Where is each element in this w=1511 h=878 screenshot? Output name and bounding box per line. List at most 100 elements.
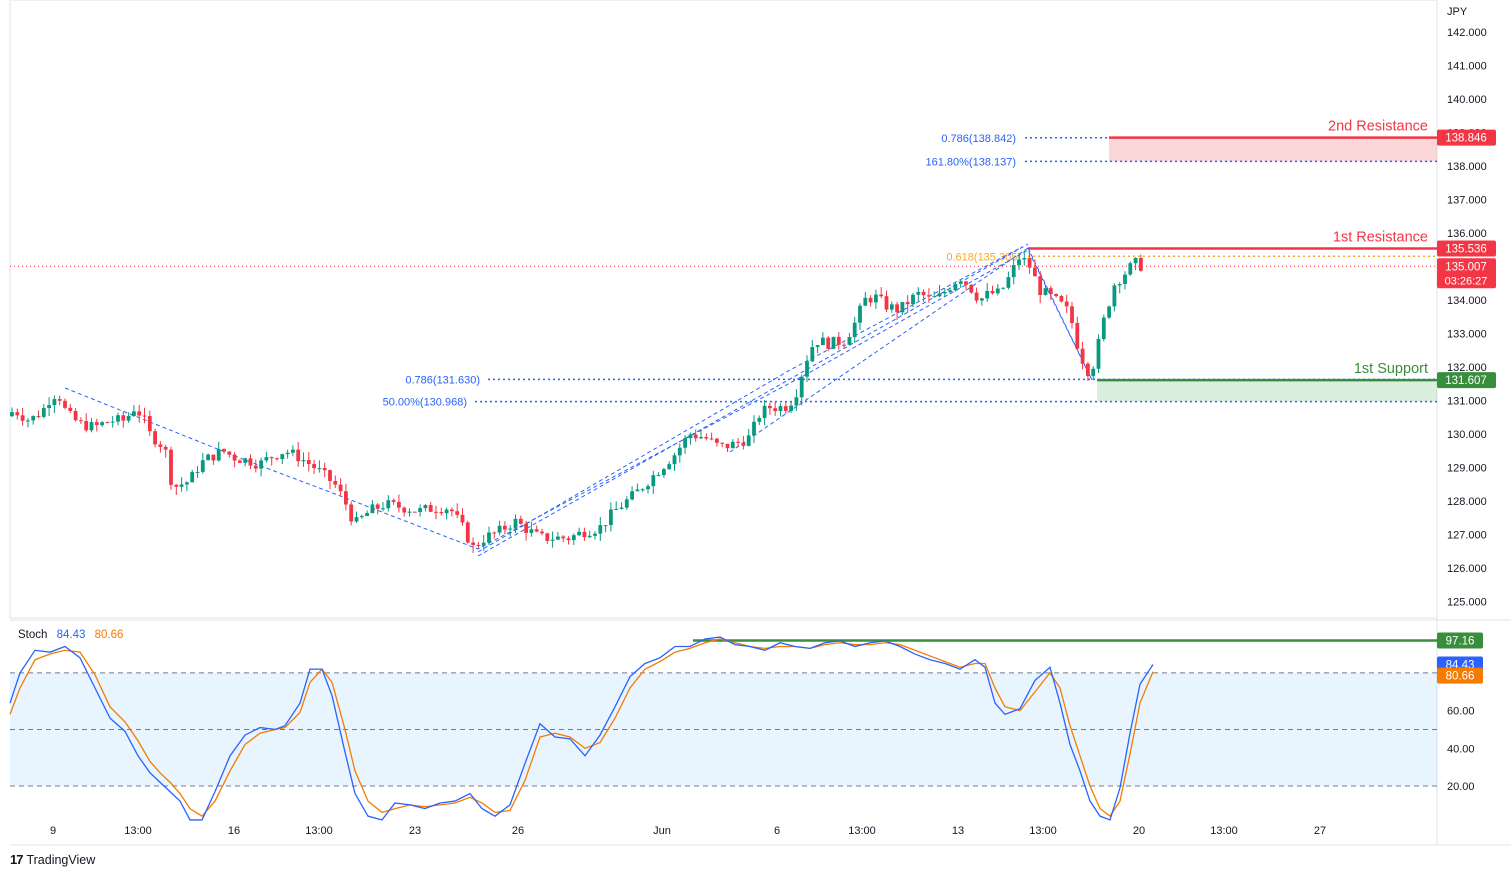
candle-body xyxy=(269,457,274,459)
candle-body xyxy=(752,421,756,436)
candle-body xyxy=(911,294,915,305)
candle-body xyxy=(730,441,735,449)
candle-body xyxy=(359,516,364,518)
candle-body xyxy=(1006,277,1011,288)
candle-body xyxy=(94,422,99,426)
candle-body xyxy=(805,361,809,377)
candle-body xyxy=(423,505,428,509)
level-label: 1st Resistance xyxy=(1333,230,1428,246)
candle-body xyxy=(291,449,295,453)
fib-label: 0.786(131.630) xyxy=(405,374,480,386)
candle-body xyxy=(1107,306,1111,318)
stoch-d-tag xyxy=(1437,667,1483,684)
tradingview-brand[interactable]: 17 TradingView xyxy=(10,852,95,867)
candle-body xyxy=(916,291,921,295)
price-tick-label: 133.000 xyxy=(1447,329,1487,341)
candle-body xyxy=(1038,276,1043,296)
price-axis: 142.000141.000140.000139.000138.000137.0… xyxy=(1447,27,1487,609)
stoch-d-tag-text: 80.66 xyxy=(1446,671,1475,683)
candle-body xyxy=(518,518,523,524)
candle-body xyxy=(688,434,693,439)
candle-body xyxy=(280,454,285,460)
candle-body xyxy=(1017,259,1021,266)
candle-body xyxy=(73,410,78,421)
candle-body xyxy=(153,431,157,445)
candle-body xyxy=(529,529,534,533)
candle-body xyxy=(566,538,571,541)
candle-body xyxy=(646,486,650,490)
candle-body xyxy=(1080,348,1085,364)
time-axis: 9 13:00 16 13:00 23 26 Jun 6 13:00 13 13:00 20 13:00… xyxy=(50,825,1326,837)
candle-body xyxy=(434,511,438,513)
candle-body xyxy=(126,415,131,421)
candle-body xyxy=(158,444,163,447)
candle-body xyxy=(52,399,57,406)
candle-body xyxy=(206,454,210,461)
price-tick-label: 129.000 xyxy=(1447,463,1487,475)
candle-body xyxy=(142,415,147,417)
time-tick-label: 27 xyxy=(1314,825,1326,837)
current-price-tag xyxy=(1437,258,1496,289)
price-tick-label: 141.000 xyxy=(1447,61,1487,73)
candle-body xyxy=(232,454,237,461)
level-price-text: 135.536 xyxy=(1445,244,1487,256)
candle-body xyxy=(868,297,873,303)
pattern-line xyxy=(477,243,1029,557)
candle-body xyxy=(852,322,857,338)
pattern-line xyxy=(477,246,1023,553)
candle-body xyxy=(741,442,746,446)
time-tick-label: Jun xyxy=(653,825,671,837)
time-tick-label: 20 xyxy=(1133,825,1145,837)
candle-body xyxy=(948,290,952,292)
candle-body xyxy=(79,420,83,422)
price-tick-label: 137.000 xyxy=(1447,195,1487,207)
candle-body xyxy=(450,509,454,512)
candle-body xyxy=(275,458,279,460)
candle-body xyxy=(200,460,205,472)
price-tick-label: 125.000 xyxy=(1447,597,1487,609)
candle-body xyxy=(402,507,407,513)
candle-body xyxy=(1128,263,1133,275)
candle-body xyxy=(412,511,417,513)
candle-body xyxy=(1027,258,1032,268)
time-tick-label: 13:00 xyxy=(305,825,333,837)
candle-body xyxy=(487,532,491,543)
candle-body xyxy=(227,451,232,455)
candle-body xyxy=(428,505,433,512)
candle-body xyxy=(757,418,762,422)
candle-body xyxy=(942,291,947,294)
stochastic-legend: Stoch 84.43 80.66 xyxy=(18,629,123,641)
candle-body xyxy=(651,475,656,487)
candle-body xyxy=(497,525,502,533)
candle-body xyxy=(640,489,645,491)
stoch-title: Stoch xyxy=(18,629,48,641)
candle-body xyxy=(789,405,793,411)
resistance-zone-2 xyxy=(1109,137,1437,162)
candle-body xyxy=(243,458,248,463)
candle-body xyxy=(259,460,263,469)
time-tick-label: 26 xyxy=(512,825,524,837)
currency-label: JPY xyxy=(1447,6,1468,18)
candle-body xyxy=(794,397,799,406)
candle-body xyxy=(370,504,375,514)
candle-body xyxy=(593,533,597,536)
candle-body xyxy=(407,511,412,513)
candle-body xyxy=(556,536,560,540)
candle-body xyxy=(858,305,862,323)
stoch-d-value: 80.66 xyxy=(94,629,124,641)
candle-body xyxy=(598,525,603,534)
candle-body xyxy=(391,500,396,502)
candle-body xyxy=(1064,301,1069,307)
candle-body xyxy=(932,296,937,298)
candle-body xyxy=(990,290,995,294)
candle-body xyxy=(100,422,104,426)
candle-body xyxy=(63,400,67,408)
candle-body xyxy=(439,512,444,514)
candle-body xyxy=(137,411,142,416)
candle-body xyxy=(985,290,990,299)
time-tick-label: 13 xyxy=(952,825,964,837)
candle-body xyxy=(222,448,226,452)
candle-body xyxy=(328,470,332,482)
time-tick-label: 9 xyxy=(50,825,56,837)
